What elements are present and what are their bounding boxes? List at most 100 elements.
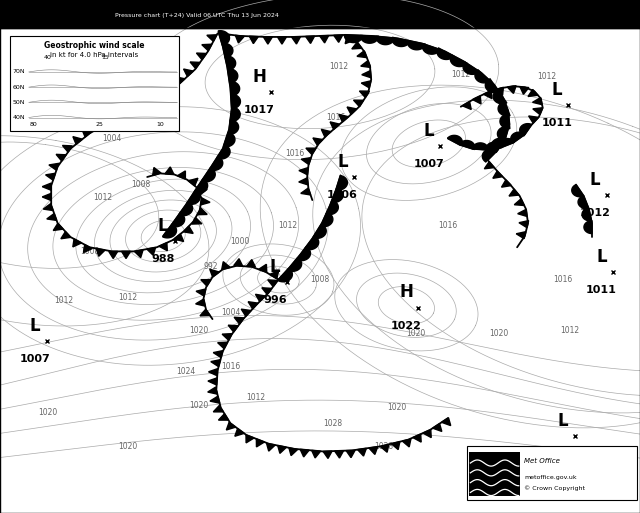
- Polygon shape: [209, 369, 218, 376]
- Polygon shape: [345, 36, 354, 44]
- Polygon shape: [115, 111, 124, 119]
- Polygon shape: [53, 223, 63, 230]
- Polygon shape: [312, 450, 321, 458]
- Text: 40N: 40N: [13, 115, 26, 120]
- Polygon shape: [44, 204, 53, 210]
- Text: 1016: 1016: [554, 275, 573, 284]
- Polygon shape: [93, 123, 102, 130]
- Polygon shape: [210, 396, 220, 403]
- Polygon shape: [369, 447, 378, 455]
- Polygon shape: [330, 122, 340, 129]
- Polygon shape: [174, 234, 184, 242]
- Polygon shape: [127, 106, 135, 114]
- Text: 1008: 1008: [310, 275, 330, 284]
- Text: 1008: 1008: [131, 180, 150, 189]
- Polygon shape: [211, 360, 221, 367]
- Polygon shape: [210, 269, 219, 277]
- Polygon shape: [344, 35, 363, 43]
- Polygon shape: [192, 218, 202, 224]
- Text: 1012: 1012: [560, 326, 579, 336]
- Polygon shape: [177, 171, 186, 179]
- Polygon shape: [218, 31, 230, 45]
- Polygon shape: [163, 224, 177, 238]
- Polygon shape: [241, 309, 251, 317]
- Polygon shape: [532, 97, 542, 105]
- Polygon shape: [227, 422, 236, 430]
- Polygon shape: [520, 87, 529, 94]
- Text: 1012: 1012: [118, 293, 138, 302]
- Polygon shape: [287, 258, 301, 271]
- Polygon shape: [422, 44, 440, 54]
- Text: 1004: 1004: [93, 83, 112, 92]
- Polygon shape: [361, 81, 371, 88]
- Text: L: L: [590, 170, 600, 189]
- Text: L: L: [424, 122, 434, 140]
- Polygon shape: [321, 212, 333, 227]
- Polygon shape: [391, 442, 400, 449]
- Polygon shape: [493, 171, 502, 179]
- Polygon shape: [259, 264, 267, 272]
- Polygon shape: [459, 141, 475, 149]
- Text: 1022: 1022: [391, 321, 422, 330]
- Polygon shape: [217, 145, 230, 159]
- Polygon shape: [296, 247, 310, 261]
- Polygon shape: [42, 183, 51, 190]
- Polygon shape: [250, 36, 259, 44]
- Text: 1020: 1020: [387, 403, 406, 412]
- Polygon shape: [299, 178, 308, 185]
- Text: 80: 80: [30, 122, 38, 127]
- Polygon shape: [493, 90, 507, 104]
- Polygon shape: [332, 188, 343, 203]
- Polygon shape: [200, 198, 210, 205]
- Polygon shape: [572, 185, 584, 197]
- Polygon shape: [299, 168, 308, 175]
- Polygon shape: [47, 213, 56, 221]
- Polygon shape: [56, 154, 66, 161]
- Polygon shape: [484, 91, 492, 98]
- Text: 1007: 1007: [413, 159, 444, 169]
- Polygon shape: [196, 299, 205, 306]
- Polygon shape: [213, 405, 223, 412]
- Polygon shape: [339, 114, 349, 122]
- Polygon shape: [292, 36, 301, 44]
- Polygon shape: [165, 167, 174, 174]
- Polygon shape: [511, 132, 525, 143]
- Polygon shape: [353, 100, 364, 107]
- Polygon shape: [278, 37, 287, 44]
- Polygon shape: [451, 55, 467, 67]
- Polygon shape: [197, 188, 207, 195]
- Polygon shape: [222, 333, 232, 340]
- Polygon shape: [578, 196, 589, 208]
- Polygon shape: [196, 53, 207, 60]
- Polygon shape: [495, 87, 504, 95]
- Text: 1016: 1016: [326, 113, 346, 123]
- Polygon shape: [462, 102, 471, 109]
- Text: 1012: 1012: [330, 62, 349, 71]
- Polygon shape: [158, 89, 167, 97]
- Polygon shape: [333, 35, 342, 43]
- Polygon shape: [207, 35, 217, 42]
- Polygon shape: [171, 213, 185, 227]
- Text: in kt for 4.0 hPa intervals: in kt for 4.0 hPa intervals: [51, 52, 138, 58]
- Polygon shape: [472, 143, 488, 150]
- Polygon shape: [484, 162, 494, 169]
- Polygon shape: [235, 428, 244, 436]
- Text: 50N: 50N: [13, 100, 26, 105]
- Polygon shape: [485, 79, 499, 93]
- Polygon shape: [472, 96, 481, 104]
- Polygon shape: [520, 124, 532, 136]
- Polygon shape: [268, 280, 278, 287]
- Polygon shape: [508, 86, 516, 93]
- Polygon shape: [213, 350, 223, 358]
- Polygon shape: [352, 42, 362, 49]
- Polygon shape: [392, 37, 410, 47]
- Text: 1008: 1008: [134, 111, 154, 120]
- Polygon shape: [423, 429, 431, 438]
- Text: 1011: 1011: [541, 118, 572, 128]
- Text: 1020: 1020: [38, 408, 58, 418]
- Polygon shape: [122, 251, 131, 259]
- Polygon shape: [42, 193, 51, 201]
- Text: H: H: [252, 68, 266, 86]
- Polygon shape: [498, 102, 510, 116]
- Text: 1012: 1012: [451, 70, 470, 79]
